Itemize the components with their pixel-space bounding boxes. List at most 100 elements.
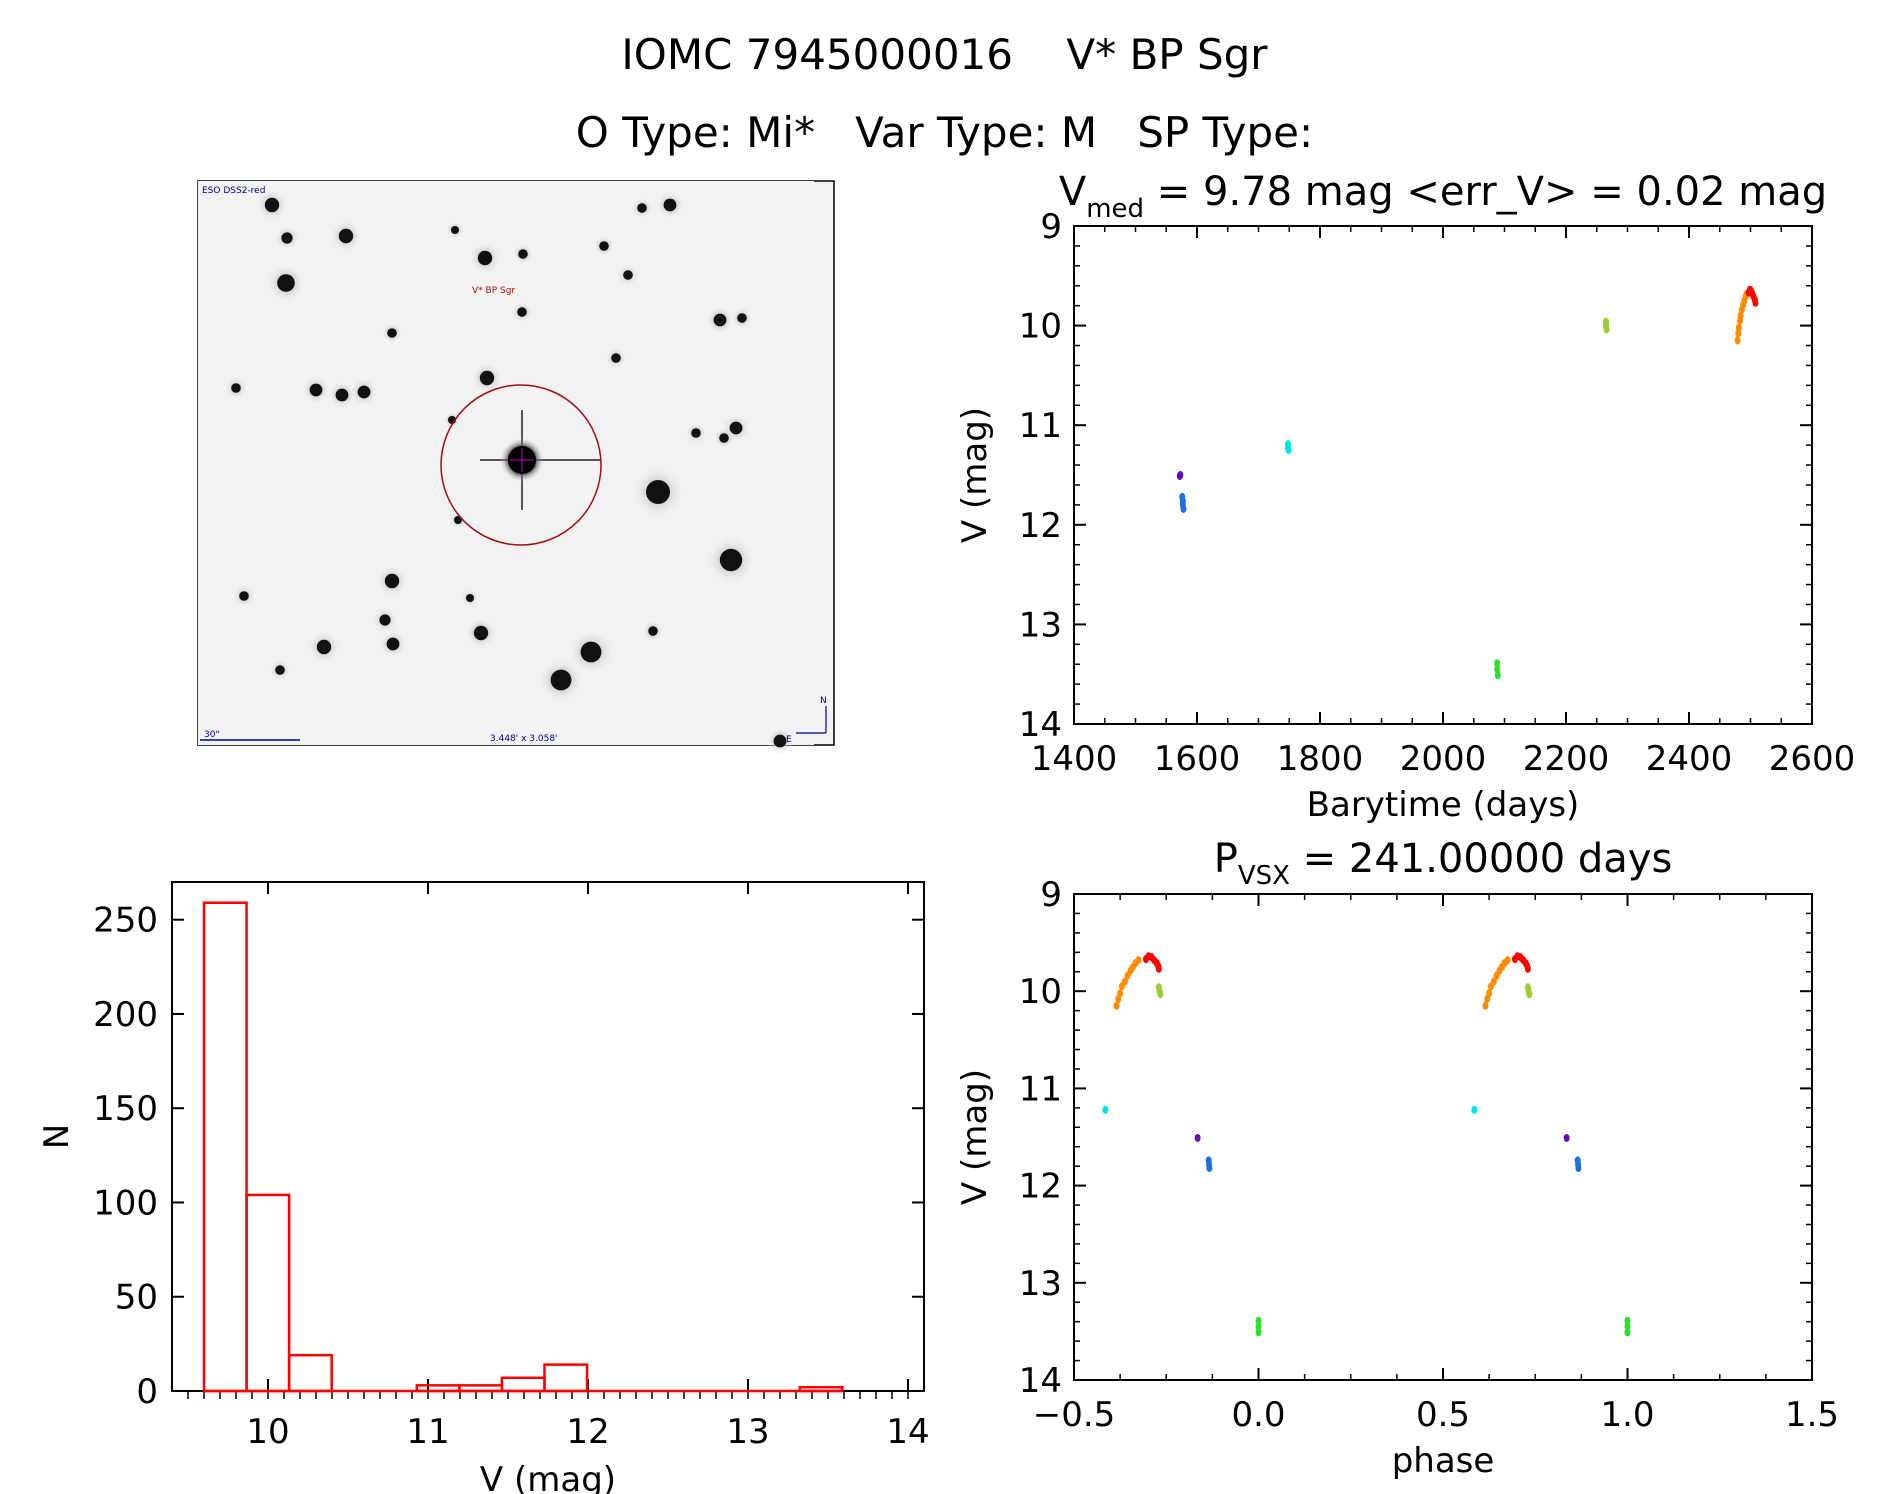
data-point [1177,471,1184,479]
data-point [1113,1001,1120,1010]
data-point [1602,317,1609,326]
sky-star-halo [713,427,735,449]
sky-star [479,370,495,386]
sky-star-halo [225,377,247,399]
data-point [1499,962,1506,971]
y-tick-label: 12 [1019,506,1062,546]
compass-n: N [820,696,827,706]
data-point [1522,959,1529,968]
data-point [1501,959,1508,968]
y-tick-label: 14 [1019,1361,1062,1401]
sky-star [648,626,658,636]
x-tick-label: −0.5 [1033,1395,1116,1435]
x-tick-label: 0.0 [1231,1395,1285,1435]
histogram-bar [500,1376,546,1393]
data-point [1482,1001,1489,1010]
sky-star [357,385,371,399]
sky-star-halo [375,564,409,598]
sky-star-halo [605,347,627,369]
survey-label: ESO DSS2-red [202,186,265,196]
sky-image-background [197,180,835,746]
data-point [1735,329,1742,338]
y-tick-label: 200 [93,995,158,1035]
sky-star-halo [705,534,757,586]
data-point [1735,323,1742,332]
sky-star-halo [512,243,534,265]
sky-star [239,591,249,601]
sky-star-halo [307,630,341,664]
data-point [1624,1322,1631,1331]
data-point [1255,1316,1262,1325]
data-point [1603,325,1610,334]
sky-star-halo [511,301,533,323]
data-point [1511,955,1518,964]
data-point [1285,446,1292,455]
sky-star-halo [655,190,685,220]
sky-star [599,241,609,251]
x-tick-label: 1800 [1277,739,1364,779]
data-point [1574,1156,1581,1165]
sky-stars [225,188,795,756]
sky-star [454,516,462,524]
histogram-bar [543,1363,589,1393]
data-point [1124,971,1131,980]
data-point [1514,952,1521,961]
data-point [1194,1133,1201,1142]
sky-star [713,313,727,327]
x-axis-label: V (mag) [480,1460,616,1494]
data-point [1494,671,1501,680]
data-point [1496,966,1503,975]
sky-star [387,328,397,338]
data-point [1575,1160,1582,1169]
plot-frame [1073,225,1813,725]
sky-star [623,270,633,280]
data-point [1526,990,1533,999]
y-tick-label: 150 [93,1089,158,1129]
x-tick-label: 1400 [1031,739,1118,779]
data-point [1524,964,1531,973]
sky-star-halo [443,411,461,429]
sky-star-halo [449,511,467,529]
x-axis-label: phase [1392,1441,1495,1481]
data-point [1525,987,1532,996]
data-point [1624,1328,1631,1337]
data-point [1127,966,1134,975]
data-point [1520,956,1527,965]
sky-star [517,307,527,317]
data-point [1132,959,1139,968]
data-point [1148,953,1155,962]
subtitle: O Type: Mi* Var Type: M SP Type: [575,108,1314,157]
sky-star-halo [446,221,464,239]
chart-histogram: 10 11 12 13 14 0 50 100 150 200 250 V (mag) N [37,881,930,1494]
sky-star [611,353,621,363]
sky-star-halo [470,361,504,395]
target-star [480,410,600,510]
data-point [1624,1316,1631,1325]
y-tick-label: 13 [1019,605,1062,645]
data-point [1156,987,1163,996]
y-tick-label: 50 [115,1278,158,1318]
data-point [1486,989,1493,998]
sky-star-halo [327,380,357,410]
sky-star [231,383,241,393]
data-point [1749,289,1756,298]
sky-star [386,637,400,651]
sky-star [275,665,285,675]
sky-star [338,228,354,244]
data-point [1206,1164,1213,1173]
data-point [1494,665,1501,674]
data-point [1737,311,1744,320]
sky-star-halo [567,628,615,676]
data-point [1743,289,1750,298]
y-axis-label: V (mag) [955,1069,995,1205]
data-point [1734,336,1741,345]
y-tick-label: 11 [1019,406,1062,446]
data-point [1742,292,1749,301]
sky-star-halo [266,263,306,303]
histogram-bar [798,1385,844,1393]
sky-star [737,313,747,323]
data-point [1745,288,1752,297]
y-tick-label: 10 [1019,972,1062,1012]
y-tick-label: 100 [93,1183,158,1223]
